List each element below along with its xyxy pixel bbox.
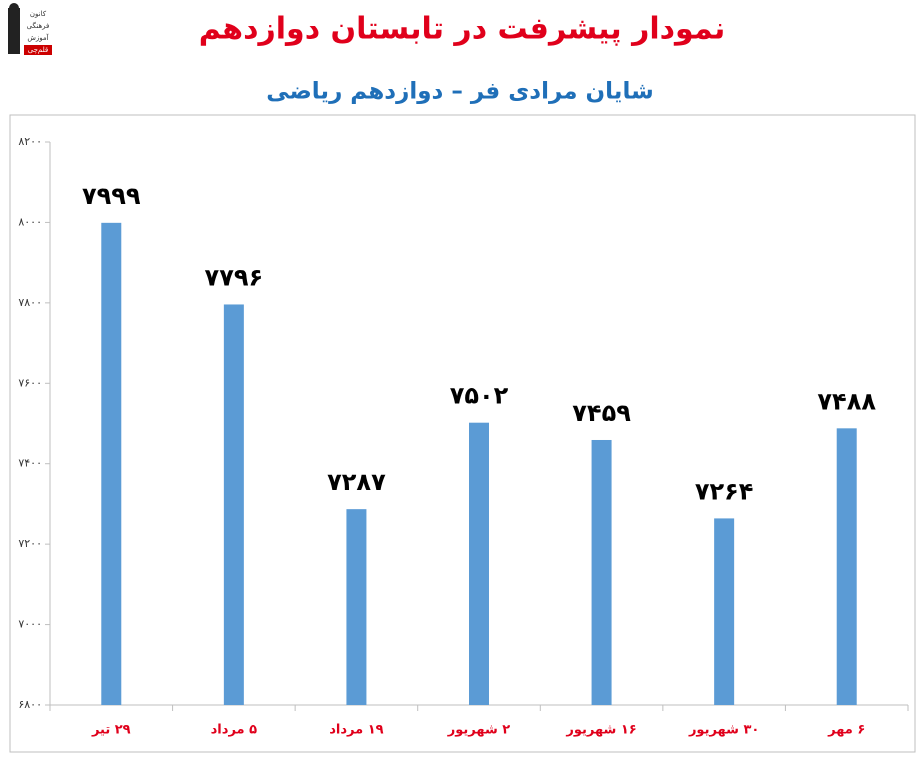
y-tick-label: ۷۲۰۰ [18,537,42,550]
bar [223,304,244,705]
y-tick-label: ۶۸۰۰ [18,698,42,711]
plot-frame [9,114,916,753]
bar [714,518,735,705]
logo-text: کانون [30,10,47,18]
logo-head [9,3,19,13]
y-tick-label: ۷۶۰۰ [18,376,42,389]
y-tick-label: ۷۰۰۰ [18,618,42,631]
value-label: ۷۲۶۴ [695,477,754,505]
y-tick-label: ۸۲۰۰ [18,135,42,148]
y-tick-label: ۸۰۰۰ [18,215,42,228]
x-tick-label: ۶ مهر [827,723,865,738]
logo-text: فرهنگی [27,21,50,30]
x-tick-label: ۲ شهریور [447,723,511,738]
y-tick-label: ۷۴۰۰ [18,457,42,470]
chart-subtitle: شایان مرادی فر – دوازدهم ریاضی [266,79,653,105]
x-tick-label: ۱۶ شهریور [565,723,636,738]
logo: کانون فرهنگی آموزش قلم‌چی [8,3,52,55]
x-tick-label: ۳۰ شهریور [688,723,759,738]
x-tick-label: ۲۹ تیر [91,723,131,738]
chart-title: نمودار پیشرفت در تابستان دوازدهم [199,12,725,47]
value-label: ۷۹۹۹ [82,182,141,210]
bar [469,422,489,705]
x-tick-label: ۵ مرداد [211,723,257,738]
bar [101,222,122,705]
logo-figure [8,8,20,54]
x-tick-label: ۱۹ مرداد [329,723,383,738]
bar [346,509,367,705]
bar [836,428,857,705]
logo-badge [24,45,52,55]
value-label: ۷۴۵۹ [572,399,631,427]
value-label: ۷۷۹۶ [205,263,264,291]
bar [591,439,612,705]
y-tick-label: ۷۸۰۰ [18,296,42,309]
logo-text: آموزش [27,33,49,42]
logo-text: قلم‌چی [28,46,48,54]
value-label: ۷۴۸۸ [817,387,876,415]
value-label: ۷۲۸۷ [327,468,386,496]
value-label: ۷۵۰۲ [450,382,509,410]
